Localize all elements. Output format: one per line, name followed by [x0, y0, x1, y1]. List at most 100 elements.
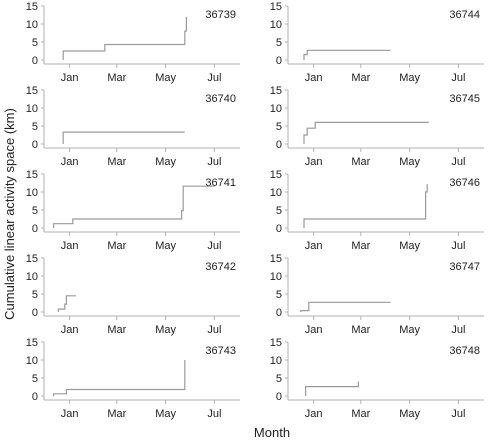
panel-label: 36741 — [205, 177, 236, 189]
y-tick-label: 15 — [270, 1, 282, 13]
x-tick-label: May — [155, 324, 176, 336]
y-tick-label: 0 — [276, 391, 282, 403]
x-tick-label: Mar — [351, 408, 370, 420]
y-tick-label: 10 — [270, 271, 282, 283]
y-tick-label: 5 — [32, 37, 38, 49]
panel-label: 36747 — [449, 261, 480, 273]
x-tick-label: Mar — [107, 240, 126, 252]
y-tick-label: 10 — [270, 355, 282, 367]
x-tick-label: Mar — [107, 156, 126, 168]
x-tick-label: Mar — [107, 408, 126, 420]
panel-36745: 0 5 10 15 Jan Mar May Jul 36745 — [270, 85, 484, 168]
x-tick-label: Mar — [351, 240, 370, 252]
x-tick-label: Mar — [107, 72, 126, 84]
x-tick-label: May — [155, 240, 176, 252]
x-tick-label: Jul — [451, 324, 465, 336]
x-tick-label: May — [399, 324, 420, 336]
y-tick-label: 5 — [276, 37, 282, 49]
x-tick-label: Jan — [61, 408, 79, 420]
panels-group: 0 5 10 15 Jan Mar May Jul 36739 0 5 10 15 Jan Mar May Ju… — [26, 1, 484, 420]
y-tick-label: 10 — [26, 19, 38, 31]
series-line-36740 — [62, 131, 185, 144]
panel-36742: 0 5 10 15 Jan Mar May Jul 36742 — [26, 253, 240, 336]
panel-label: 36740 — [205, 93, 236, 105]
x-tick-label: Jan — [61, 240, 79, 252]
y-tick-label: 0 — [32, 139, 38, 151]
series-line-36746 — [303, 184, 428, 228]
series-line-36739 — [62, 16, 187, 60]
x-tick-label: Jul — [451, 72, 465, 84]
x-tick-label: Jan — [305, 72, 323, 84]
panel-label: 36743 — [205, 345, 236, 357]
x-tick-label: Jan — [305, 240, 323, 252]
x-tick-label: Jul — [207, 408, 221, 420]
x-tick-label: Jan — [61, 156, 79, 168]
x-tick-label: May — [155, 156, 176, 168]
panel-36747: 0 5 10 15 Jan Mar May Jul 36747 — [270, 253, 484, 336]
panel-label: 36745 — [449, 93, 480, 105]
panel-label: 36739 — [205, 9, 236, 21]
x-tick-label: May — [399, 408, 420, 420]
x-tick-label: May — [399, 72, 420, 84]
y-tick-label: 5 — [276, 205, 282, 217]
x-tick-label: Jul — [451, 240, 465, 252]
series-line-36748 — [305, 381, 359, 396]
panel-label: 36748 — [449, 345, 480, 357]
y-tick-label: 15 — [26, 1, 38, 13]
y-tick-label: 5 — [32, 121, 38, 133]
x-tick-label: Jan — [305, 156, 323, 168]
panel-36744: 0 5 10 15 Jan Mar May Jul 36744 — [270, 1, 484, 84]
series-line-36744 — [303, 49, 391, 60]
y-tick-label: 5 — [32, 205, 38, 217]
x-tick-label: Mar — [351, 324, 370, 336]
series-line-36741 — [52, 185, 215, 228]
y-tick-label: 10 — [26, 187, 38, 199]
y-tick-label: 15 — [270, 85, 282, 97]
y-tick-label: 10 — [270, 103, 282, 115]
x-tick-label: Jan — [61, 72, 79, 84]
x-tick-label: May — [155, 408, 176, 420]
y-tick-label: 0 — [32, 307, 38, 319]
y-tick-label: 0 — [276, 55, 282, 67]
series-line-36747 — [300, 301, 391, 312]
series-line-36743 — [52, 360, 186, 396]
x-tick-label: Jul — [451, 156, 465, 168]
x-tick-label: Mar — [351, 156, 370, 168]
panel-36740: 0 5 10 15 Jan Mar May Jul 36740 — [26, 85, 240, 168]
y-tick-label: 15 — [270, 253, 282, 265]
y-tick-label: 15 — [270, 169, 282, 181]
series-line-36745 — [303, 121, 429, 144]
y-tick-label: 15 — [270, 337, 282, 349]
y-tick-label: 10 — [270, 19, 282, 31]
y-tick-label: 15 — [26, 253, 38, 265]
x-tick-label: May — [399, 156, 420, 168]
panel-36743: 0 5 10 15 Jan Mar May Jul 36743 — [26, 337, 240, 420]
panel-36739: 0 5 10 15 Jan Mar May Jul 36739 — [26, 1, 240, 84]
panel-label: 36744 — [449, 9, 480, 21]
x-tick-label: Jan — [305, 408, 323, 420]
x-tick-label: Jul — [207, 240, 221, 252]
panel-36741: 0 5 10 15 Jan Mar May Jul 36741 — [26, 169, 240, 252]
panel-36746: 0 5 10 15 Jan Mar May Jul 36746 — [270, 169, 484, 252]
x-tick-label: Jul — [451, 408, 465, 420]
y-tick-label: 0 — [32, 223, 38, 235]
x-tick-label: Jul — [207, 156, 221, 168]
x-tick-label: May — [399, 240, 420, 252]
x-tick-label: Jul — [207, 324, 221, 336]
y-tick-label: 5 — [276, 289, 282, 301]
y-tick-label: 5 — [32, 289, 38, 301]
panel-36748: 0 5 10 15 Jan Mar May Jul 36748 — [270, 337, 484, 420]
y-tick-label: 10 — [26, 271, 38, 283]
y-tick-label: 5 — [32, 373, 38, 385]
y-tick-label: 0 — [276, 223, 282, 235]
y-tick-label: 0 — [32, 55, 38, 67]
x-tick-label: May — [155, 72, 176, 84]
y-tick-label: 5 — [276, 373, 282, 385]
y-tick-label: 15 — [26, 337, 38, 349]
x-tick-label: Mar — [107, 324, 126, 336]
x-tick-label: Mar — [351, 72, 370, 84]
y-tick-label: 15 — [26, 85, 38, 97]
y-tick-label: 10 — [26, 355, 38, 367]
series-line-36742 — [57, 295, 76, 312]
